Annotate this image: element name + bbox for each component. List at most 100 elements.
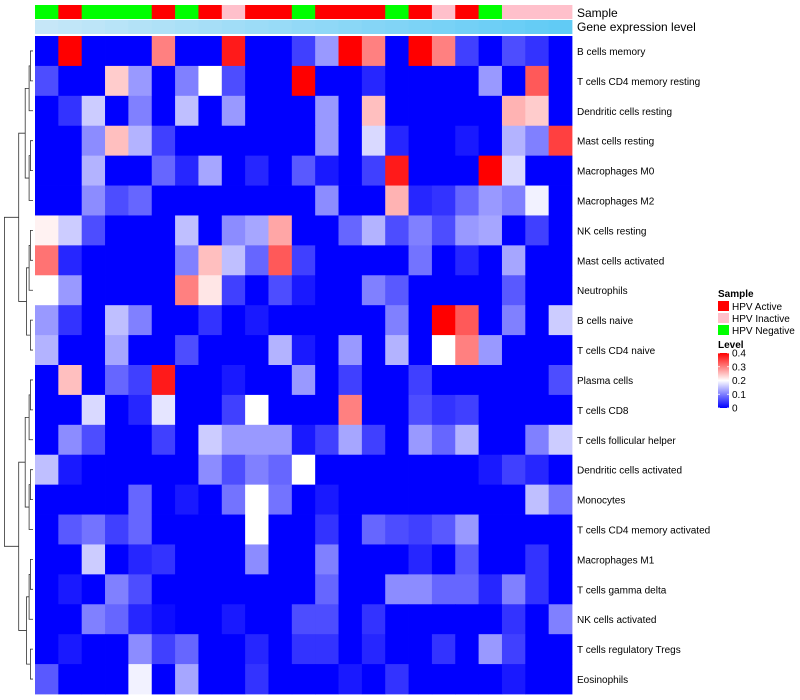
heatmap-cell [338, 454, 363, 486]
row-label: Macrophages M0 [577, 167, 655, 178]
gene-expression-cell [128, 20, 153, 34]
heatmap-cell [385, 454, 409, 486]
heatmap-cell [501, 245, 526, 276]
heatmap-cell [385, 65, 409, 97]
heatmap-cell [431, 305, 456, 336]
heatmap-cell [455, 484, 480, 515]
heatmap-cell [291, 215, 316, 246]
sample-annotation-cell [268, 5, 293, 19]
sample-annotation-cell [198, 5, 223, 19]
heatmap-cell [385, 305, 409, 336]
heatmap-cell [81, 185, 106, 216]
heatmap-cell [291, 634, 316, 665]
heatmap-cell [221, 125, 246, 157]
heatmap-cell [175, 664, 199, 695]
heatmap-cell [478, 664, 503, 695]
row-label: T cells regulatory Tregs [577, 645, 681, 656]
heatmap-cell [455, 185, 480, 216]
heatmap-cell [198, 275, 223, 306]
heatmap-cell [151, 365, 176, 396]
heatmap-cell [408, 664, 433, 695]
row-label: T cells CD4 memory resting [577, 77, 700, 88]
heatmap-cell [408, 544, 433, 575]
heatmap-cell [81, 36, 106, 67]
heatmap-cell [151, 604, 176, 635]
row-label: Eosinophils [577, 675, 628, 686]
heatmap-cell [58, 36, 83, 67]
heatmap-cell [268, 394, 293, 426]
heatmap-cell [35, 95, 59, 127]
heatmap-cell [268, 185, 293, 216]
heatmap-cell [35, 634, 59, 665]
heatmap-cell [221, 335, 246, 366]
heatmap-cell [81, 125, 106, 157]
heatmap-cell [431, 454, 456, 486]
heatmap-cell [501, 394, 526, 426]
heatmap-cell [268, 125, 293, 157]
heatmap-cell [525, 245, 550, 276]
dendrogram-branch [30, 230, 33, 261]
heatmap-cell [338, 634, 363, 665]
heatmap-cell [385, 604, 409, 635]
heatmap-cell [198, 365, 223, 396]
heatmap-cell [81, 664, 106, 695]
dendrogram-branch [26, 267, 31, 336]
heatmap-cell [198, 245, 223, 276]
sample-annotation-bar [35, 5, 573, 19]
heatmap-cell [268, 424, 293, 456]
heatmap-cell [175, 484, 199, 515]
heatmap-cell [35, 155, 59, 186]
heatmap-cell [105, 604, 129, 635]
heatmap-cell [501, 335, 526, 366]
heatmap-cell [151, 544, 176, 575]
gene-expression-cell [268, 20, 293, 34]
heatmap-cell [221, 604, 246, 635]
heatmap-cell [478, 335, 503, 366]
heatmap-cell [245, 394, 269, 426]
sample-legend-swatch [718, 325, 729, 335]
heatmap-cell [455, 245, 480, 276]
heatmap-cell [128, 155, 153, 186]
heatmap-cell [175, 245, 199, 276]
heatmap-cell [361, 424, 386, 456]
dendrogram-branch [30, 379, 33, 411]
gene-expression-annotation-bar [35, 20, 573, 34]
heatmap-cell [478, 634, 503, 665]
heatmap-cell [525, 275, 550, 306]
heatmap-cell [525, 125, 550, 157]
heatmap-cell [245, 95, 269, 127]
heatmap-cell [268, 454, 293, 486]
heatmap-cell [315, 394, 339, 426]
sample-legend-title: Sample [718, 289, 754, 300]
heatmap-cell [81, 245, 106, 276]
heatmap-cell [408, 155, 433, 186]
heatmap-cell [128, 245, 153, 276]
heatmap-cell [548, 604, 573, 635]
heatmap-cell [478, 544, 503, 575]
heatmap-cell [385, 95, 409, 127]
heatmap-cell [245, 65, 269, 97]
row-labels: B cells memory T cells CD4 memory resting… [577, 47, 710, 686]
heatmap-cell [105, 544, 129, 575]
heatmap-cell [245, 305, 269, 336]
heatmap-cell [501, 125, 526, 157]
heatmap-cell [478, 514, 503, 545]
heatmap-cell [58, 424, 83, 456]
row-label: Monocytes [577, 496, 625, 507]
heatmap-cell [455, 514, 480, 545]
heatmap-cell [478, 275, 503, 306]
heatmap-cell [175, 544, 199, 575]
row-label: T cells CD8 [577, 406, 629, 417]
heatmap-cell [525, 454, 550, 486]
heatmap-cell [361, 484, 386, 515]
heatmap-cell [105, 664, 129, 695]
heatmap-cell [151, 305, 176, 336]
heatmap-cell [35, 305, 59, 336]
heatmap-cell [548, 484, 573, 515]
heatmap-cell [431, 394, 456, 426]
heatmap-cell [548, 245, 573, 276]
heatmap-cell [291, 394, 316, 426]
heatmap-cell [291, 65, 316, 97]
heatmap-cell [58, 664, 83, 695]
heatmap-cell [455, 155, 480, 186]
